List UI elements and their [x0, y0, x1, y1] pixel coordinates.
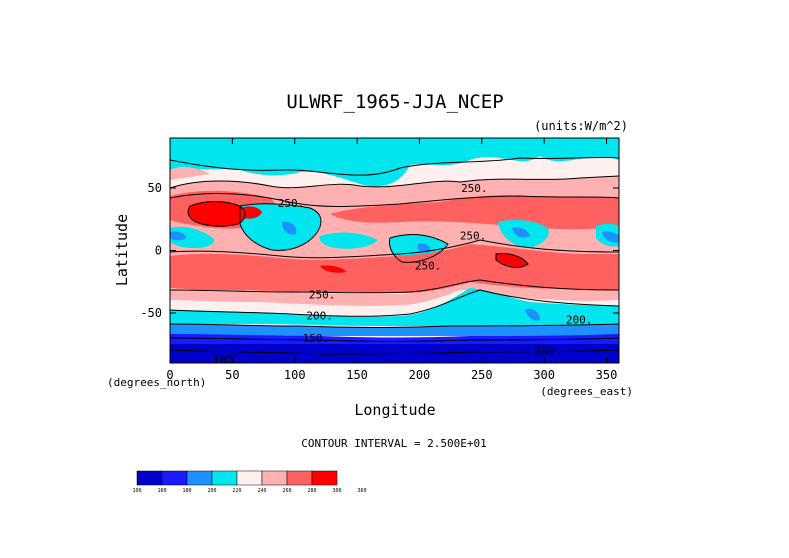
- x-tick-label: 50: [225, 368, 239, 382]
- colorbar-swatch: [136, 470, 163, 486]
- colorbar-swatch: [261, 470, 288, 486]
- contour-label: 250.: [309, 288, 336, 301]
- y-tick-label: 50: [148, 181, 162, 195]
- colorbar-swatch: [286, 470, 313, 486]
- contour-lines: [170, 156, 619, 355]
- y-axis: -50 0 50: [140, 181, 619, 320]
- x-tick-label: 100: [284, 368, 306, 382]
- x-tick-label: 150: [346, 368, 368, 382]
- colorbar: 100 160 180 200 220 240 260 280 300 360: [132, 470, 367, 494]
- contour-label: 250.: [460, 230, 487, 243]
- x-axis-title: Longitude: [354, 401, 435, 419]
- colorbar-swatch: [186, 470, 213, 486]
- colorbar-label: 280: [307, 488, 316, 494]
- y-unit-note: (degrees_north): [107, 376, 206, 389]
- contour-interval-text: CONTOUR INTERVAL = 2.500E+01: [301, 437, 486, 450]
- y-axis-title: Latitude: [113, 214, 131, 286]
- colorbar-label: 100: [132, 488, 141, 494]
- heatmap-field: [170, 138, 619, 363]
- colorbar-swatch: [311, 470, 338, 486]
- colorbar-swatch: [236, 470, 263, 486]
- colorbar-label: 240: [257, 488, 266, 494]
- y-tick-label: -50: [140, 306, 162, 320]
- x-unit-note: (degrees_east): [540, 385, 633, 398]
- colorbar-swatch: [161, 470, 188, 486]
- contour-label: 200.: [566, 313, 593, 326]
- contour-label: 250.: [278, 197, 305, 210]
- colorbar-label: 180: [182, 488, 191, 494]
- x-tick-label: 200: [409, 368, 431, 382]
- contour-label: 200.: [306, 310, 333, 323]
- x-tick-label: 300: [533, 368, 555, 382]
- colorbar-swatch: [211, 470, 238, 486]
- colorbar-label: 360: [357, 488, 366, 494]
- contour-label: 150.: [535, 345, 562, 358]
- x-tick-label: 0: [166, 368, 173, 382]
- units-label: (units:W/m^2): [534, 119, 628, 133]
- contour-label: 150.: [303, 332, 330, 345]
- colorbar-label: 160: [157, 488, 166, 494]
- colorbar-label: 300: [332, 488, 341, 494]
- y-tick-label: 0: [155, 244, 162, 258]
- x-tick-label: 250: [471, 368, 493, 382]
- x-tick-label: 350: [596, 368, 618, 382]
- contour-label: 250.: [461, 182, 488, 195]
- x-axis: 0 50 100 150 200 250 300 350: [166, 138, 617, 382]
- colorbar-label: 260: [282, 488, 291, 494]
- colorbar-label: 200: [207, 488, 216, 494]
- colorbar-label: 220: [232, 488, 241, 494]
- contour-label: 100.: [213, 353, 240, 366]
- contour-label: 250.: [415, 260, 442, 273]
- chart-title: ULWRF_1965-JJA_NCEP: [286, 91, 503, 113]
